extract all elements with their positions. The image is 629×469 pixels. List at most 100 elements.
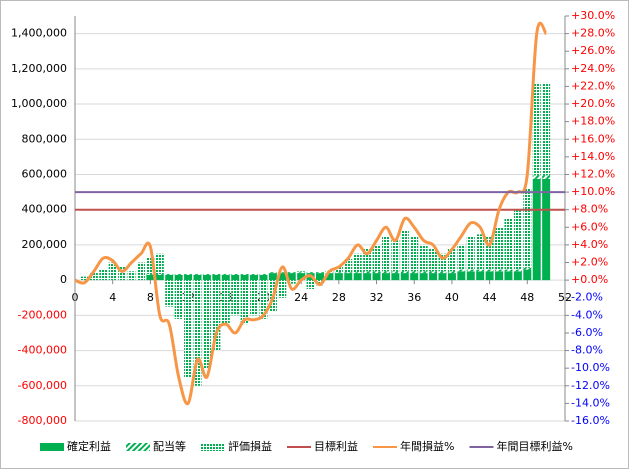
bar xyxy=(513,271,522,281)
bar xyxy=(212,273,221,275)
bar xyxy=(447,248,456,272)
bar xyxy=(184,280,193,377)
bar xyxy=(353,273,362,281)
bar xyxy=(504,271,513,281)
bar xyxy=(193,273,202,275)
bar xyxy=(250,274,259,281)
y2-tick-label: +24.0% xyxy=(571,62,615,75)
bar xyxy=(476,271,485,281)
y2-tick-label: +4.0% xyxy=(571,238,608,251)
bar xyxy=(372,244,381,272)
y2-tick-label: -10.0% xyxy=(571,361,610,374)
bar xyxy=(542,178,551,281)
bar xyxy=(429,273,438,281)
y-tick-label: 1,400,000 xyxy=(11,27,67,40)
y2-tick-label: +30.0% xyxy=(571,9,615,22)
x-tick-label: 28 xyxy=(332,291,346,304)
bar xyxy=(193,280,202,386)
bar xyxy=(240,280,249,325)
bar xyxy=(466,236,475,270)
bar xyxy=(278,280,287,298)
bar xyxy=(344,273,353,281)
bar xyxy=(381,273,390,281)
bar xyxy=(334,272,343,274)
bar xyxy=(410,236,419,272)
bar xyxy=(221,280,230,325)
bar xyxy=(259,274,268,281)
bar xyxy=(391,273,400,281)
bar xyxy=(146,257,155,274)
bar xyxy=(250,273,259,275)
bar xyxy=(202,274,211,281)
bar xyxy=(344,272,353,274)
bar xyxy=(542,82,551,176)
bar xyxy=(513,209,522,270)
bar xyxy=(495,269,504,272)
bar xyxy=(334,266,343,273)
bar xyxy=(316,280,324,286)
bar xyxy=(155,273,164,275)
bar xyxy=(457,269,466,272)
bar xyxy=(297,271,306,273)
bar xyxy=(184,274,193,281)
bar xyxy=(306,272,315,274)
bar xyxy=(306,280,315,289)
x-tick-label: 40 xyxy=(445,291,459,304)
bar xyxy=(155,274,164,281)
x-tick-label: 32 xyxy=(370,291,384,304)
y-tick-label: 600,000 xyxy=(22,167,68,180)
legend-label: 配当等 xyxy=(153,439,186,453)
legend-label: 確定利益 xyxy=(67,439,111,453)
y2-tick-label: +14.0% xyxy=(571,150,615,163)
bar xyxy=(438,271,447,274)
bar xyxy=(372,271,381,274)
bar xyxy=(268,273,277,281)
bar xyxy=(89,273,98,281)
bar xyxy=(240,273,249,275)
bar xyxy=(523,188,532,268)
bar xyxy=(457,244,466,270)
y-tick-label: -400,000 xyxy=(18,344,67,357)
bar xyxy=(447,273,456,281)
x-tick-label: 44 xyxy=(483,291,497,304)
bar xyxy=(80,276,89,281)
y2-tick-label: +22.0% xyxy=(571,79,615,92)
x-tick-label: 36 xyxy=(407,291,421,304)
legend-label: 評価損益 xyxy=(228,439,272,453)
bar xyxy=(334,273,343,281)
bar xyxy=(231,274,240,281)
bar xyxy=(259,273,268,275)
y2-tick-label: -2.0% xyxy=(571,291,603,304)
bar xyxy=(429,248,438,272)
y-tick-label: -600,000 xyxy=(18,379,67,392)
bar xyxy=(485,271,494,281)
bar xyxy=(363,248,372,272)
bar xyxy=(457,271,466,281)
bar xyxy=(410,273,419,281)
y2-tick-label: +16.0% xyxy=(571,132,615,145)
bar xyxy=(391,271,400,274)
bar xyxy=(165,280,174,307)
legend-swatch xyxy=(40,443,64,451)
bar xyxy=(523,269,532,281)
y-tick-label: 800,000 xyxy=(22,132,68,145)
bar xyxy=(278,273,287,281)
y2-tick-label: +28.0% xyxy=(571,27,615,40)
y2-tick-label: +20.0% xyxy=(571,97,615,110)
bar xyxy=(108,262,117,281)
bar xyxy=(485,236,494,270)
bar xyxy=(174,273,183,275)
y2-tick-label: -14.0% xyxy=(571,396,610,409)
bar xyxy=(419,273,428,281)
bar xyxy=(485,269,494,272)
y-tick-label: 400,000 xyxy=(22,203,68,216)
bar xyxy=(287,272,296,274)
bar xyxy=(174,274,183,281)
y2-tick-label: +12.0% xyxy=(571,167,615,180)
bar xyxy=(231,280,240,316)
bar xyxy=(155,253,164,274)
bar xyxy=(287,273,296,281)
legend-label: 目標利益 xyxy=(314,439,358,453)
bar xyxy=(532,178,541,281)
bar xyxy=(353,272,362,274)
